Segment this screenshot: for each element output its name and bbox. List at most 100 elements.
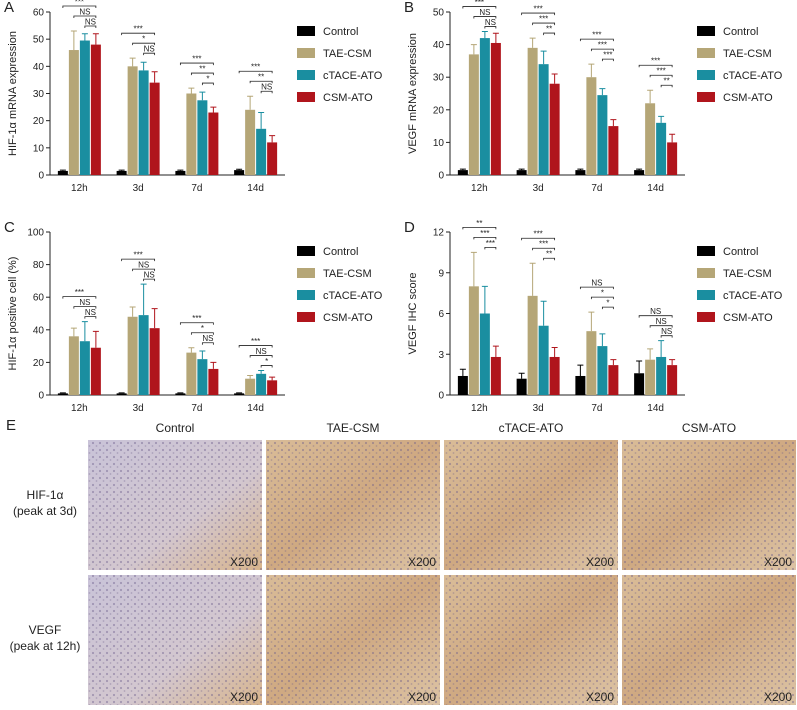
error-bar <box>269 136 275 143</box>
error-bar <box>636 169 642 170</box>
significance-label: *** <box>192 314 201 323</box>
significance-label: NS <box>656 317 667 326</box>
error-bar <box>60 170 66 171</box>
error-bar <box>588 64 594 77</box>
error-bar <box>482 286 488 313</box>
legend-label: cTACE-ATO <box>723 290 783 302</box>
error-bar <box>541 301 547 325</box>
error-bar <box>152 309 158 329</box>
significance-label: NS <box>138 261 149 270</box>
error-bar <box>541 51 547 64</box>
panel-letter: D <box>404 219 415 236</box>
significance-label: * <box>201 324 204 333</box>
significance-label: *** <box>533 230 542 239</box>
error-bar <box>610 360 616 365</box>
column-header: TAE-CSM <box>326 421 379 435</box>
error-bar <box>552 74 558 84</box>
error-bar <box>599 334 605 346</box>
error-bar <box>610 120 616 127</box>
legend-swatch <box>297 70 315 80</box>
bar <box>256 374 266 395</box>
bar <box>208 113 218 175</box>
bar <box>608 365 618 395</box>
significance-label: NS <box>650 307 661 316</box>
x-tick-label: 12h <box>471 183 488 194</box>
x-tick-label: 3d <box>533 403 544 414</box>
y-tick-label: 20 <box>433 105 445 116</box>
panel-letter: A <box>4 0 14 16</box>
error-bar <box>177 170 183 171</box>
significance-label: NS <box>79 298 90 307</box>
bar <box>175 171 185 175</box>
legend-swatch <box>297 312 315 322</box>
y-tick-label: 10 <box>433 138 445 149</box>
error-bar <box>658 116 664 123</box>
significance-label: NS <box>79 8 90 17</box>
legend-label: TAE-CSM <box>323 268 372 280</box>
bar <box>117 393 127 395</box>
bar <box>469 54 479 175</box>
bar <box>575 170 585 175</box>
error-bar <box>599 89 605 96</box>
significance-label: ** <box>546 250 552 259</box>
significance-label: *** <box>133 25 142 34</box>
error-bar <box>471 252 477 286</box>
error-bar <box>471 45 477 55</box>
bar <box>197 100 207 175</box>
legend-swatch <box>697 70 715 80</box>
bar <box>58 171 68 175</box>
significance-label: *** <box>475 0 484 7</box>
significance-label: NS <box>85 308 96 317</box>
panel-letter: B <box>404 0 414 16</box>
row-label: (peak at 3d) <box>13 504 77 518</box>
bar <box>186 353 196 395</box>
error-bar <box>199 92 205 100</box>
y-tick-label: 9 <box>438 268 444 279</box>
bar <box>491 357 501 395</box>
y-tick-label: 30 <box>433 73 445 84</box>
error-bar <box>258 371 264 374</box>
legend-swatch <box>297 268 315 278</box>
x-tick-label: 14d <box>247 403 264 414</box>
x-tick-label: 14d <box>647 403 664 414</box>
row-label: VEGF <box>29 623 62 637</box>
significance-label: NS <box>85 18 96 27</box>
bar <box>245 110 255 175</box>
significance-label: NS <box>591 279 602 288</box>
error-bar <box>269 377 275 380</box>
x-tick-label: 12h <box>71 403 88 414</box>
x-tick-label: 3d <box>133 403 144 414</box>
error-bar <box>258 113 264 129</box>
legend-label: cTACE-ATO <box>323 70 383 82</box>
bar <box>58 393 68 395</box>
error-bar <box>530 38 536 48</box>
x-tick-label: 7d <box>591 403 602 414</box>
bar <box>175 393 185 395</box>
magnification-label: X200 <box>586 555 614 569</box>
y-tick-label: 12 <box>433 228 445 239</box>
error-bar <box>552 347 558 357</box>
error-bar <box>130 58 136 66</box>
bar <box>528 296 538 395</box>
significance-label: *** <box>75 0 84 7</box>
bar <box>458 170 468 175</box>
histology-texture <box>444 440 618 570</box>
y-axis-label: HIF-1α mRNA expression <box>7 31 19 156</box>
legend-label: Control <box>723 26 758 38</box>
legend-label: cTACE-ATO <box>323 290 383 302</box>
histology-texture <box>88 440 262 570</box>
error-bar <box>247 375 253 378</box>
bar <box>80 341 90 395</box>
error-bar <box>493 33 499 43</box>
bar <box>69 336 79 395</box>
significance-label: *** <box>598 41 607 50</box>
legend-label: Control <box>323 246 358 258</box>
significance-label: *** <box>656 67 665 76</box>
y-tick-label: 100 <box>27 228 44 239</box>
magnification-label: X200 <box>408 690 436 704</box>
significance-label: *** <box>192 55 201 64</box>
legend-swatch <box>697 246 715 256</box>
bar <box>645 360 655 395</box>
bar <box>80 41 90 175</box>
error-bar <box>71 31 77 50</box>
